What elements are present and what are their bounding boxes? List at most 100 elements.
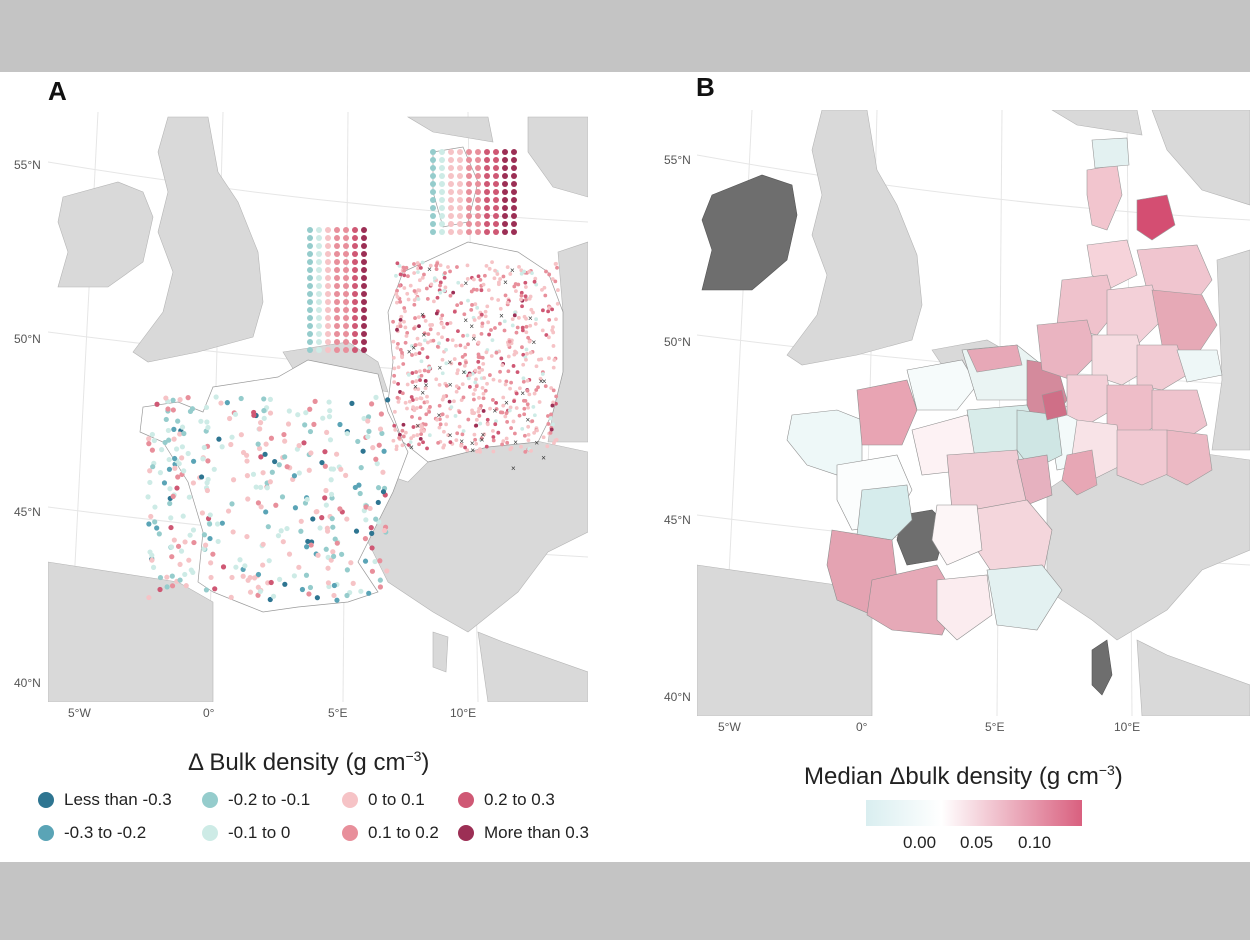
sample-point: [485, 417, 490, 422]
sample-point: [533, 276, 538, 281]
sample-point: [527, 269, 532, 274]
sample-point: [353, 528, 360, 534]
sample-point: [307, 584, 314, 591]
sample-point: [493, 197, 499, 203]
panel-b-map: [697, 110, 1250, 716]
sample-point: [529, 448, 533, 453]
sample-point: [201, 532, 208, 538]
sample-point: [417, 351, 422, 356]
sweden: [527, 116, 588, 198]
corsica: [1091, 639, 1113, 696]
sample-point: [491, 377, 496, 382]
sample-point: [460, 382, 465, 387]
sample-point: [146, 521, 152, 527]
sample-point: [324, 429, 330, 436]
sample-point: [147, 479, 153, 486]
sample-point: [514, 330, 519, 335]
sample-point: [466, 417, 471, 422]
sample-point: [507, 339, 512, 344]
sample-point: [361, 415, 367, 422]
sample-point: [149, 447, 155, 453]
sample-point: [446, 433, 451, 437]
sample-point: [439, 157, 445, 163]
sample-point: [361, 323, 367, 329]
sample-point: [263, 509, 269, 515]
sample-point: [257, 420, 264, 426]
sample-point: [334, 267, 340, 273]
sample-point: [361, 291, 367, 297]
sample-point: [270, 593, 277, 599]
sample-point: [301, 440, 307, 446]
sample-point: [361, 259, 367, 265]
sample-point: [296, 470, 302, 476]
sample-point: [457, 149, 463, 155]
sample-point: [392, 409, 397, 414]
panel-b-lon-5w: 5°W: [718, 720, 741, 734]
sample-point: [515, 370, 520, 375]
sample-point: [361, 307, 367, 313]
sample-point: [482, 376, 487, 380]
sample-point: [258, 484, 264, 490]
sample-point: [522, 433, 527, 438]
sample-point: [551, 388, 556, 393]
sample-point: [391, 319, 395, 324]
sample-point: [481, 409, 486, 413]
sample-point: [436, 331, 441, 336]
sample-point: [502, 229, 508, 235]
panel-a-lat-50: 50°N: [14, 332, 41, 346]
sample-point: [502, 197, 508, 203]
italy-south: [1136, 639, 1250, 716]
sample-point: [261, 408, 267, 414]
sample-point: [152, 504, 158, 510]
sample-point: [502, 149, 508, 155]
sample-point: [157, 586, 163, 593]
panel-a-land: [48, 116, 588, 702]
sample-point: [430, 323, 435, 327]
sample-point: [505, 300, 510, 305]
sample-point: [492, 276, 497, 281]
panel-b-germany-regions: [966, 137, 1223, 496]
sample-point: [273, 502, 279, 508]
sample-point: [190, 458, 197, 464]
sample-point: [415, 261, 420, 265]
sample-point: [452, 357, 457, 361]
sample-point: [394, 291, 399, 296]
sample-point: [334, 331, 340, 337]
sample-point: [325, 291, 331, 297]
sample-point: [310, 516, 316, 522]
sample-point: [402, 268, 407, 273]
sample-point: [352, 331, 358, 337]
sample-point: [543, 384, 548, 389]
sample-point: [307, 291, 313, 297]
sample-point: [457, 181, 463, 187]
sample-point: [423, 386, 428, 391]
sample-point: [328, 557, 334, 563]
sample-point: [403, 325, 408, 330]
sample-point: [363, 517, 369, 523]
sample-point: [395, 327, 399, 332]
sample-point: [472, 333, 476, 338]
sample-point: [466, 197, 472, 203]
sample-point: [308, 542, 314, 548]
missing-marker: ×: [413, 383, 418, 392]
panel-a-lat-55: 55°N: [14, 158, 41, 172]
sample-point: [502, 173, 508, 179]
sample-point: [484, 165, 490, 171]
sample-point: [454, 343, 458, 348]
sample-point: [448, 269, 452, 274]
sample-point: [337, 421, 343, 428]
sample-point: [307, 331, 313, 337]
sample-point: [448, 321, 453, 325]
sample-point: [416, 270, 420, 274]
sample-point: [408, 283, 413, 288]
sample-point: [245, 496, 251, 502]
sample-point: [316, 243, 322, 249]
panel-b-label: B: [696, 72, 715, 102]
sample-point: [554, 317, 558, 322]
region-belgium: [966, 344, 1023, 373]
sample-point: [544, 269, 548, 274]
region-bodensee: [1061, 449, 1098, 496]
sample-point: [505, 419, 510, 424]
sample-point: [511, 165, 517, 171]
sample-point: [523, 294, 528, 299]
